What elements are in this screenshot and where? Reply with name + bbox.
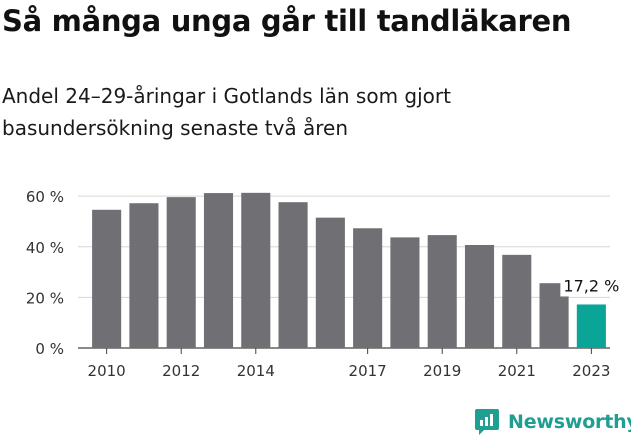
bar-highlighted: [576, 304, 606, 348]
x-tick-label: 2014: [237, 362, 275, 380]
y-tick-label: 40 %: [26, 239, 64, 257]
brand-name: Newsworthy: [508, 411, 631, 433]
bar: [92, 209, 122, 348]
chart-subtitle: Andel 24–29-åringar i Gotlands län som g…: [2, 84, 451, 140]
bar: [166, 197, 196, 348]
newsworthy-logo: Newsworthy: [474, 406, 631, 438]
y-axis-ticks: 0 % 20 % 40 % 60 %: [26, 188, 64, 358]
x-tick-label: 2012: [162, 362, 200, 380]
bar: [427, 235, 457, 348]
newsworthy-chart-icon: [475, 409, 499, 435]
bar: [464, 244, 495, 348]
bar: [353, 228, 383, 348]
x-tick-label: 2017: [349, 362, 387, 380]
bar: [278, 202, 308, 348]
x-tick-label: 2010: [88, 362, 126, 380]
annotations: 17,2 %: [560, 272, 623, 297]
bar: [241, 192, 271, 348]
x-axis-ticks: 2010 2012 2014 2017 2019 2021 2023: [88, 348, 610, 380]
bar: [203, 193, 234, 348]
bars: [92, 192, 606, 348]
y-tick-label: 60 %: [26, 188, 64, 206]
value-annotation: 17,2 %: [563, 276, 619, 295]
y-tick-label: 20 %: [26, 289, 64, 307]
bar: [502, 254, 532, 348]
bar: [390, 237, 420, 348]
bar: [315, 217, 345, 348]
bar: [129, 203, 159, 348]
y-tick-label: 0 %: [35, 340, 64, 358]
x-tick-label: 2023: [572, 362, 610, 380]
chart-title: Så många unga går till tandläkaren: [2, 4, 572, 38]
x-tick-label: 2021: [498, 362, 536, 380]
x-tick-label: 2019: [423, 362, 461, 380]
annotation-background: [560, 272, 623, 297]
